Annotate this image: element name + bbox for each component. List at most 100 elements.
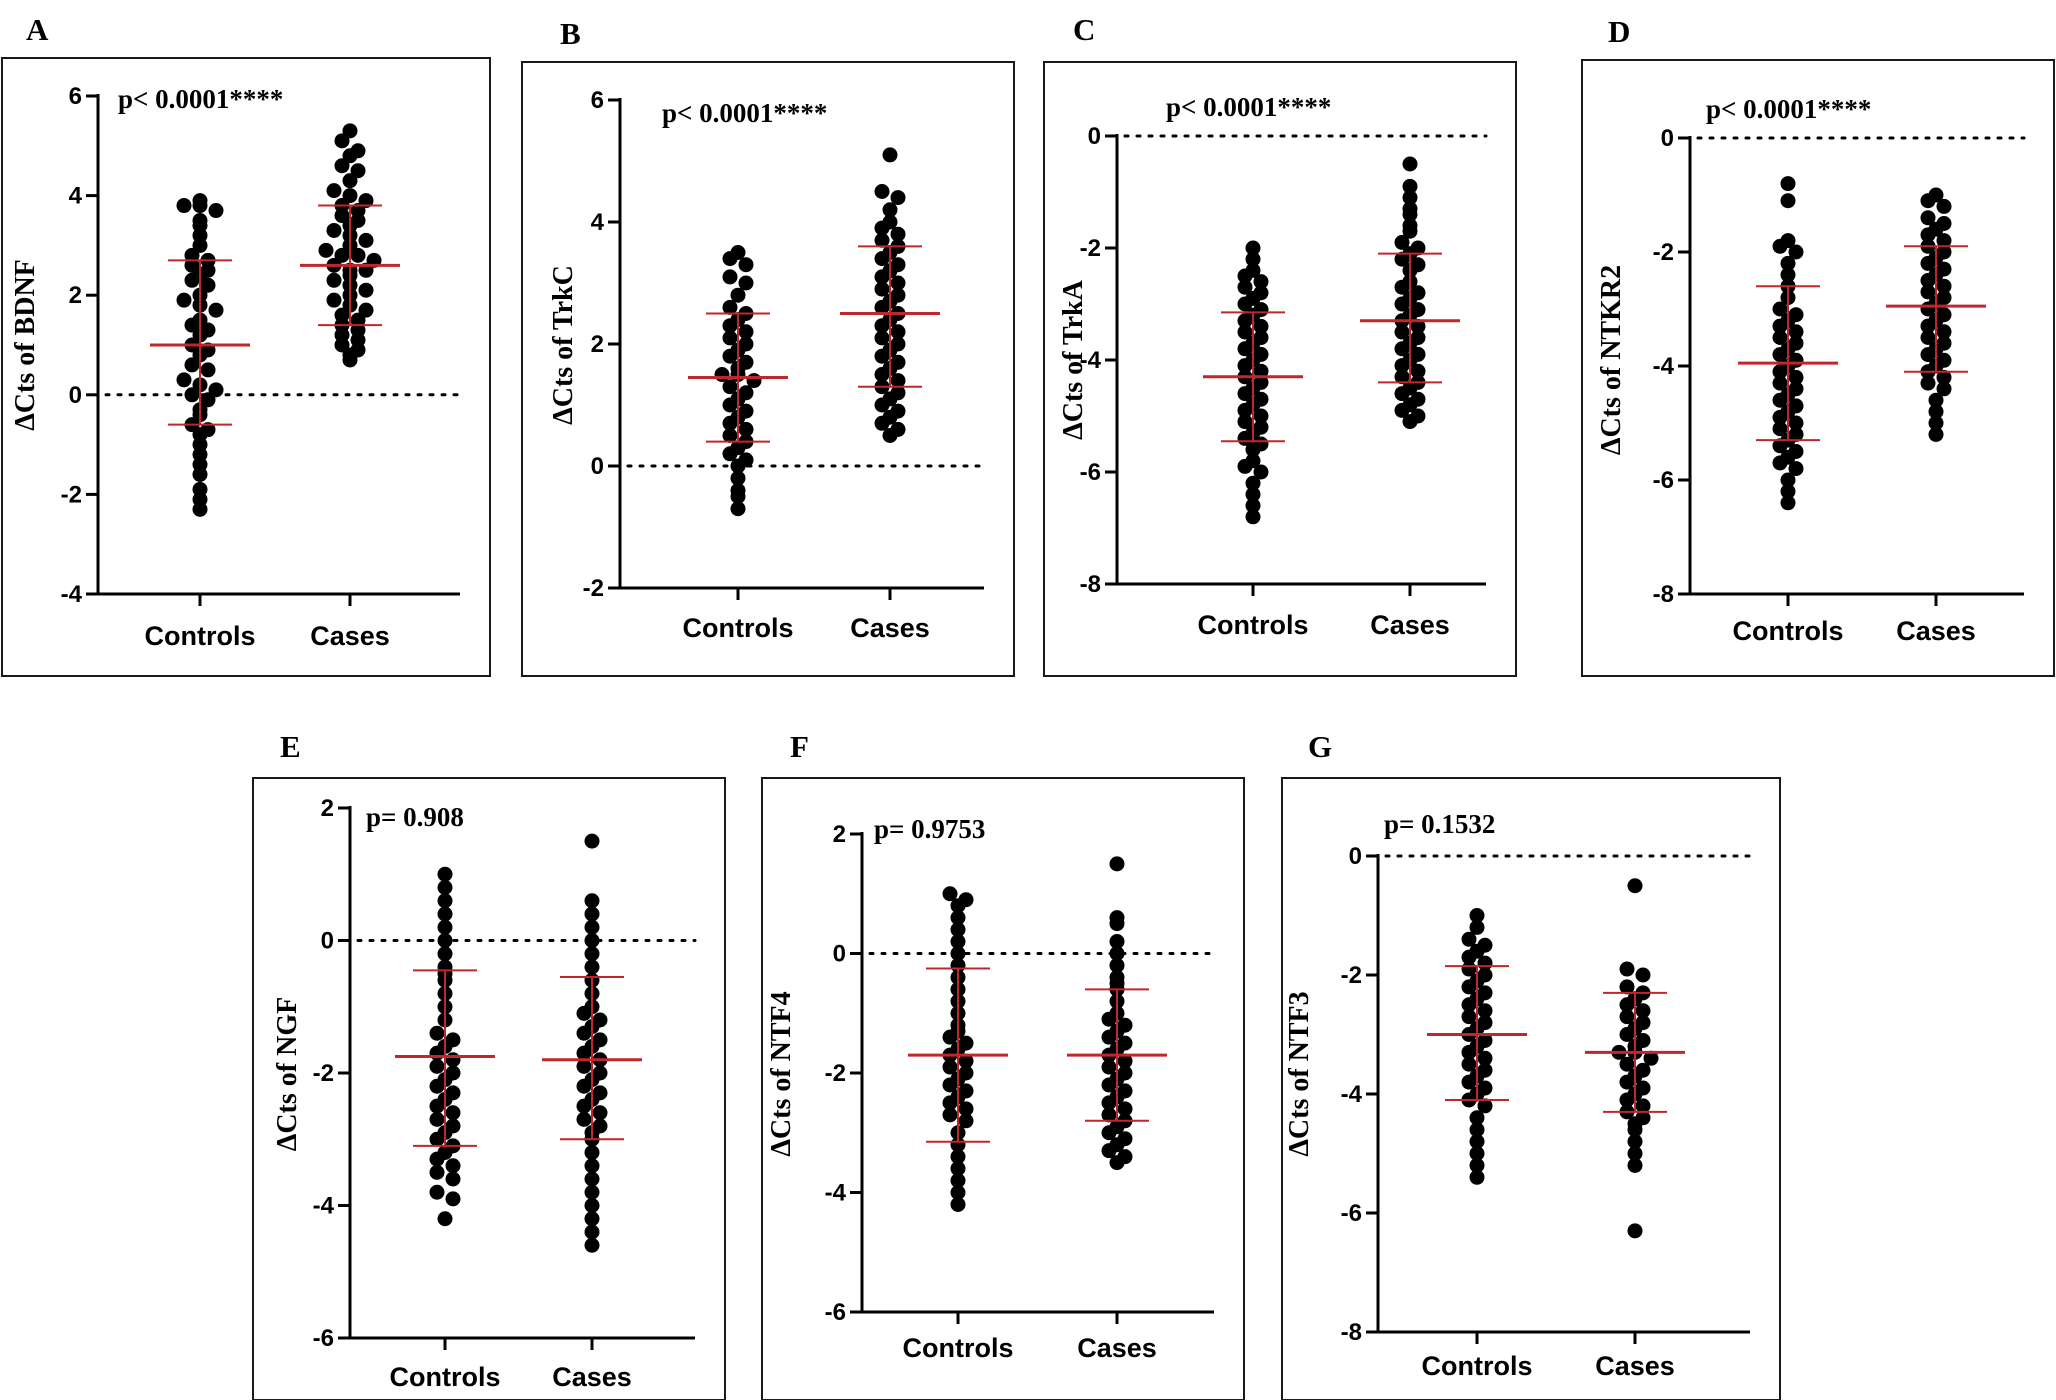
data-point xyxy=(958,892,974,908)
data-point xyxy=(1402,178,1418,194)
data-point xyxy=(890,403,906,419)
data-point xyxy=(1109,946,1125,961)
data-point xyxy=(942,1077,958,1093)
data-point xyxy=(358,302,374,318)
group-cases: Cases xyxy=(300,123,400,651)
data-point xyxy=(437,906,453,922)
data-point xyxy=(1245,251,1261,267)
data-point xyxy=(722,428,738,443)
data-point xyxy=(1469,1157,1485,1173)
data-point xyxy=(1627,1223,1643,1239)
data-point xyxy=(358,282,374,298)
y-axis-label: ΔCts of NTF4 xyxy=(766,991,797,1156)
p-value-annotation: p< 0.0001**** xyxy=(1706,94,1871,124)
data-point xyxy=(1788,244,1804,260)
data-point xyxy=(890,190,906,206)
data-point xyxy=(942,1095,958,1111)
data-point xyxy=(1920,318,1936,334)
data-point xyxy=(584,933,600,948)
data-point xyxy=(342,173,358,189)
data-point xyxy=(1109,957,1125,973)
data-point xyxy=(950,1173,966,1189)
y-tick-label: 0 xyxy=(69,382,82,409)
data-point xyxy=(1477,1003,1493,1019)
data-point xyxy=(334,307,350,323)
data-point xyxy=(958,1053,974,1069)
data-point xyxy=(1394,369,1410,385)
p-value-annotation: p= 0.9753 xyxy=(874,814,985,844)
data-point xyxy=(1920,347,1936,363)
data-point xyxy=(334,247,350,263)
panel-letter: E xyxy=(280,729,301,764)
data-point xyxy=(1920,375,1936,391)
data-point xyxy=(437,880,453,895)
data-point xyxy=(1780,495,1796,511)
x-category-label: Cases xyxy=(552,1362,632,1392)
data-point xyxy=(1772,238,1788,254)
data-point xyxy=(1394,402,1410,418)
data-point xyxy=(576,1078,592,1094)
data-point xyxy=(1469,908,1485,923)
y-tick-label: 0 xyxy=(1088,123,1101,150)
data-point xyxy=(1253,318,1269,334)
data-point xyxy=(184,357,200,373)
y-axis-label: ΔCts of NTKR2 xyxy=(1596,265,1627,455)
data-point xyxy=(1461,1044,1477,1060)
data-point xyxy=(1237,341,1253,357)
data-point xyxy=(1237,358,1253,374)
data-point xyxy=(1237,324,1253,340)
y-tick-label: -4 xyxy=(1653,353,1675,380)
data-point xyxy=(1394,341,1410,357)
data-point xyxy=(1101,1107,1117,1123)
data-point xyxy=(437,893,453,909)
x-category-label: Controls xyxy=(1422,1351,1533,1381)
group-controls: Controls xyxy=(683,245,794,643)
data-point xyxy=(950,934,966,950)
data-point xyxy=(1936,198,1952,214)
data-point xyxy=(1788,324,1804,340)
data-point xyxy=(1635,1098,1651,1114)
y-tick-label: -2 xyxy=(61,481,82,508)
panel-letter: C xyxy=(1073,12,1095,47)
data-point xyxy=(1635,967,1651,983)
p-value-annotation: p= 0.908 xyxy=(366,802,464,832)
data-point xyxy=(1245,486,1261,502)
data-point xyxy=(584,1158,600,1174)
data-point xyxy=(184,247,200,263)
group-controls: Controls xyxy=(1733,176,1844,646)
data-point xyxy=(1402,223,1418,239)
x-category-label: Controls xyxy=(683,613,794,643)
y-tick-label: -2 xyxy=(825,1060,846,1087)
x-category-label: Cases xyxy=(1077,1333,1157,1363)
data-point xyxy=(1469,1122,1485,1138)
y-tick-label: 4 xyxy=(591,209,605,236)
y-tick-label: 0 xyxy=(1349,843,1362,870)
data-point xyxy=(350,203,366,219)
data-point xyxy=(1936,233,1952,249)
data-point xyxy=(429,1025,445,1041)
data-point xyxy=(1627,1157,1643,1173)
y-axis-label: ΔCts of BDNF xyxy=(10,259,41,431)
data-point xyxy=(584,893,600,909)
data-point xyxy=(1461,1074,1477,1090)
y-tick-label: 6 xyxy=(591,87,604,114)
data-point xyxy=(1619,1027,1635,1042)
data-point xyxy=(950,922,966,938)
data-point xyxy=(950,1161,966,1177)
data-point xyxy=(1772,318,1788,334)
y-tick-label: -6 xyxy=(313,1325,334,1352)
group-cases: Cases xyxy=(840,147,940,643)
p-value-annotation: p< 0.0001**** xyxy=(118,84,283,114)
p-value-annotation: p< 0.0001**** xyxy=(1166,92,1331,122)
data-point xyxy=(1245,498,1261,514)
data-point xyxy=(1920,330,1936,345)
data-point xyxy=(584,959,600,975)
data-point xyxy=(714,367,730,382)
data-point xyxy=(576,1045,592,1061)
data-point xyxy=(1394,234,1410,250)
data-point xyxy=(1461,979,1477,995)
data-point xyxy=(184,387,200,403)
data-point xyxy=(1237,313,1253,329)
y-tick-label: -6 xyxy=(1653,467,1674,494)
